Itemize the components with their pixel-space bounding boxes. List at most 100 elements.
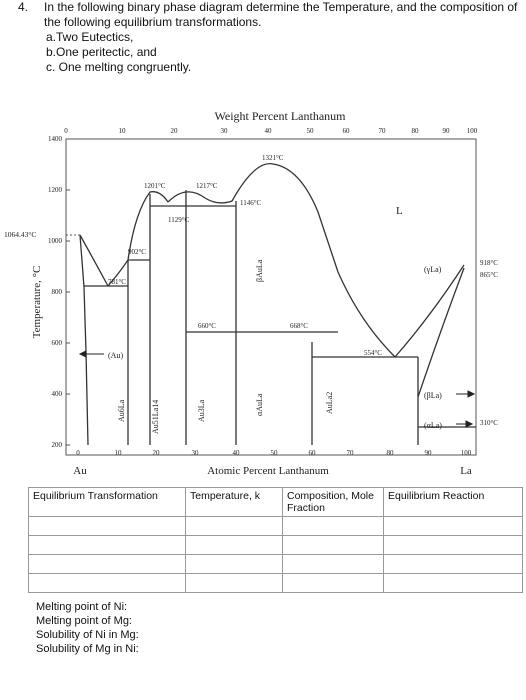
- liquidus-aula: [204, 163, 339, 273]
- au6la-label: Au6La: [117, 399, 126, 422]
- table-cell[interactable]: [185, 535, 283, 555]
- alpha-aula-label: αAuLa: [255, 393, 264, 416]
- liquid-phase-label: L: [396, 205, 403, 217]
- table-row: [28, 573, 523, 593]
- temp-660-label: 660°C: [198, 322, 216, 330]
- top-tick: 80: [412, 127, 420, 135]
- bottom-tick: 10: [115, 449, 123, 457]
- arrowhead-icon: [78, 350, 87, 358]
- top-tick: 60: [343, 127, 351, 135]
- notes-block: Melting point of Ni: Melting point of Mg…: [36, 600, 139, 656]
- beta-la-label: (βLa): [424, 391, 442, 400]
- bottom-tick-labels: 0 10 20 30 40 50 60 70 80 90 100: [76, 449, 472, 457]
- note-line: Melting point of Mg:: [36, 615, 132, 627]
- table-cell[interactable]: [383, 535, 523, 555]
- table-cell[interactable]: [282, 573, 384, 593]
- top-tick: 20: [171, 127, 179, 135]
- phase-diagram: Weight Percent Lanthanum 0 10 20 30 40 5…: [4, 109, 498, 477]
- top-tick: 100: [467, 127, 478, 135]
- temp-865-label: 865°C: [480, 271, 498, 279]
- arrowhead-icon: [467, 390, 476, 398]
- au51la14-label: Au51La14: [151, 400, 160, 434]
- table-header-row: Equilibrium Transformation Temperature, …: [28, 487, 523, 517]
- table-cell[interactable]: [28, 516, 186, 536]
- top-tick: 50: [307, 127, 315, 135]
- top-tick: 10: [119, 127, 127, 135]
- note-line: Melting point of Ni:: [36, 601, 128, 613]
- au-solidus-line: [79, 234, 89, 446]
- temp-1146-label: 1146°C: [240, 199, 262, 207]
- top-tick: 0: [64, 127, 68, 135]
- temp-1217-label: 1217°C: [196, 182, 218, 190]
- phase-boundaries: [79, 163, 476, 446]
- y-tick-labels: 1400 1200 1000 800 600 400 200: [48, 135, 63, 449]
- temp-1201-label: 1201°C: [144, 182, 166, 190]
- temp-902-label: 902°C: [128, 248, 146, 256]
- au-melt-label: 1064.43°C: [4, 230, 36, 239]
- bottom-tick: 0: [76, 449, 80, 457]
- temp-781-label: 781°C: [108, 278, 126, 286]
- table-cell[interactable]: [282, 535, 384, 555]
- bottom-axis-title: Atomic Percent Lanthanum: [207, 465, 329, 477]
- top-tick: 90: [443, 127, 451, 135]
- gamma-la-label: (γLa): [424, 265, 442, 274]
- y-tick: 400: [52, 390, 63, 398]
- table-cell[interactable]: [383, 554, 523, 574]
- question-number: 4.: [18, 0, 29, 14]
- liquidus-aula2-side: [337, 271, 396, 358]
- col-header-temperature: Temperature, k: [185, 487, 283, 517]
- plot-frame: [65, 138, 477, 456]
- question-prompt: In the following binary phase diagram de…: [44, 0, 518, 29]
- table-cell[interactable]: [185, 516, 283, 536]
- arrowhead-icon: [465, 420, 474, 428]
- table-cell[interactable]: [28, 554, 186, 574]
- note-line: Solubility of Mg in Ni:: [36, 643, 139, 655]
- temp-1129-label: 1129°C: [168, 216, 190, 224]
- y-tick: 200: [52, 441, 63, 449]
- col-header-composition: Composition, Mole Fraction: [282, 487, 384, 517]
- right-element-label: La: [460, 465, 472, 477]
- table-row: [28, 516, 523, 536]
- bottom-tick: 20: [153, 449, 161, 457]
- bottom-tick: 50: [271, 449, 279, 457]
- bottom-tick: 80: [387, 449, 395, 457]
- top-tick: 70: [379, 127, 387, 135]
- bottom-tick: 60: [309, 449, 317, 457]
- question-block: 4. In the following binary phase diagram…: [18, 0, 518, 75]
- col-header-reaction: Equilibrium Reaction: [383, 487, 523, 517]
- table-cell[interactable]: [383, 516, 523, 536]
- au3la-label: Au3La: [197, 399, 206, 422]
- top-tick-labels: 0 10 20 30 40 50 60 70 80 90 100: [64, 127, 478, 135]
- y-tick: 800: [52, 288, 63, 296]
- y-tick: 1000: [48, 237, 63, 245]
- left-element-label: Au: [73, 465, 87, 477]
- beta-aula-label: βAuLa: [255, 259, 264, 282]
- question-item: b.One peritectic, and: [46, 45, 157, 59]
- answer-table: Equilibrium Transformation Temperature, …: [28, 487, 523, 593]
- gamma-beta-la-boundary: [417, 267, 465, 398]
- y-tick: 1400: [48, 135, 63, 143]
- temp-310-label: 310°C: [480, 419, 498, 427]
- y-tick: 1200: [48, 186, 63, 194]
- table-cell[interactable]: [28, 573, 186, 593]
- y-axis-title: Temperature, °C: [31, 266, 43, 339]
- temperature-labels: 1064.43°C 1321°C 1217°C 1201°C 1146°C 11…: [4, 154, 498, 427]
- table-cell[interactable]: [282, 554, 384, 574]
- table-cell[interactable]: [282, 516, 384, 536]
- bottom-tick: 40: [233, 449, 241, 457]
- temp-918-label: 918°C: [480, 259, 498, 267]
- bottom-tick: 100: [461, 449, 472, 457]
- annotation-arrows: [78, 350, 476, 428]
- table-cell[interactable]: [383, 573, 523, 593]
- table-cell[interactable]: [185, 573, 283, 593]
- au-solid-label: (Au): [108, 351, 123, 360]
- alpha-la-label: (αLa): [424, 421, 442, 430]
- y-tick-marks: [66, 138, 70, 446]
- liquidus-au51la14: [127, 191, 169, 261]
- table-cell[interactable]: [185, 554, 283, 574]
- col-header-transformation: Equilibrium Transformation: [28, 487, 186, 517]
- question-item: a.Two Eutectics,: [46, 30, 134, 44]
- table-cell[interactable]: [28, 535, 186, 555]
- liquidus-au-side: [79, 234, 109, 287]
- table-row: [28, 554, 523, 574]
